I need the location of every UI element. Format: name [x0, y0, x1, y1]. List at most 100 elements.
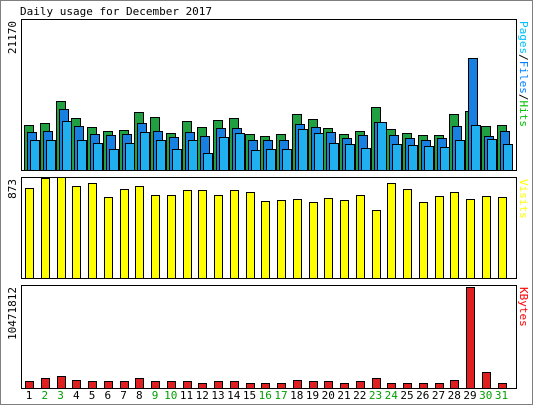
x-tick-label-9: 9	[152, 389, 159, 402]
bar-kbytes-day-19	[309, 381, 318, 389]
legend-kbytes: KBytes	[517, 287, 530, 327]
bar-kbytes-day-2	[41, 378, 50, 389]
x-tick-label-23: 23	[369, 389, 382, 402]
x-tick-label-22: 22	[353, 389, 366, 402]
bar-visits-day-19	[309, 202, 318, 279]
x-tick-label-7: 7	[120, 389, 127, 402]
bar-kbytes-day-27	[435, 383, 444, 389]
x-tick-label-2: 2	[41, 389, 48, 402]
x-tick-label-15: 15	[243, 389, 256, 402]
bar-kbytes-day-7	[120, 381, 129, 389]
bar-kbytes-day-6	[104, 381, 113, 389]
x-tick-label-28: 28	[448, 389, 461, 402]
bar-visits-day-14	[230, 190, 239, 279]
bar-pages-day-11	[188, 140, 198, 171]
bar-pages-day-14	[235, 133, 245, 171]
x-tick-label-4: 4	[73, 389, 80, 402]
bar-visits-day-7	[120, 189, 129, 279]
bar-pages-day-30	[487, 139, 497, 171]
x-tick-label-16: 16	[259, 389, 272, 402]
bar-kbytes-day-3	[57, 376, 66, 389]
bar-visits-day-28	[450, 192, 459, 279]
bar-kbytes-day-9	[151, 381, 160, 389]
legend-pages: Pages	[517, 21, 530, 54]
bar-kbytes-day-12	[198, 383, 207, 389]
kbytes-panel-frame	[21, 285, 517, 389]
kbytes-legend: KBytes	[517, 287, 530, 327]
bar-kbytes-day-17	[277, 383, 286, 389]
bar-pages-day-29	[471, 125, 481, 171]
bar-kbytes-day-1	[25, 381, 34, 389]
usage-panel: 21170 Pages/Files/Hits	[6, 19, 530, 171]
x-axis-labels: 1 2 3 4 5 6 7 8 9 10 11 12 13 14 15 16 17 18 19 20 21 22 23 24 2…	[26, 389, 508, 402]
bar-pages-day-20	[329, 143, 339, 171]
bar-pages-day-13	[219, 137, 229, 171]
x-tick-label-20: 20	[322, 389, 335, 402]
x-tick-label-11: 11	[180, 389, 193, 402]
bar-kbytes-day-15	[246, 383, 255, 389]
bar-visits-day-6	[104, 197, 113, 279]
legend-hits: Hits	[517, 101, 530, 128]
bar-visits-day-1	[25, 188, 34, 279]
bar-visits-day-10	[167, 195, 176, 279]
bar-visits-day-23	[372, 210, 381, 279]
bar-kbytes-day-25	[403, 383, 412, 389]
bar-pages-day-5	[93, 143, 103, 171]
kbytes-panel: 10471812 KBytes	[6, 285, 530, 389]
bar-pages-day-28	[455, 140, 465, 171]
x-tick-label-13: 13	[211, 389, 224, 402]
bar-pages-day-9	[156, 140, 166, 171]
bar-visits-day-31	[498, 197, 507, 279]
bar-visits-day-21	[340, 200, 349, 279]
bar-pages-day-25	[408, 145, 418, 171]
bar-kbytes-day-16	[261, 383, 270, 389]
bar-pages-day-19	[314, 133, 324, 171]
bar-kbytes-day-24	[387, 383, 396, 389]
bar-pages-day-3	[62, 121, 72, 171]
bar-visits-day-8	[135, 186, 144, 279]
x-tick-label-21: 21	[337, 389, 350, 402]
bar-pages-day-18	[298, 129, 308, 171]
bar-visits-day-5	[88, 183, 97, 279]
bar-pages-day-22	[361, 148, 371, 171]
bar-pages-day-7	[125, 143, 135, 171]
bar-pages-day-12	[203, 153, 213, 171]
bar-pages-day-24	[392, 144, 402, 171]
x-tick-label-29: 29	[463, 389, 476, 402]
bar-visits-day-13	[214, 195, 223, 279]
bar-visits-day-2	[41, 178, 50, 279]
bar-visits-day-29	[466, 199, 475, 279]
bar-kbytes-day-11	[183, 381, 192, 389]
bar-visits-day-15	[246, 192, 255, 279]
usage-ymax-label: 21170	[6, 21, 19, 54]
chart-title: Daily usage for December 2017	[20, 5, 212, 18]
x-tick-label-8: 8	[136, 389, 143, 402]
bar-visits-day-18	[293, 199, 302, 279]
bar-pages-day-6	[109, 149, 119, 171]
bar-pages-day-27	[440, 147, 450, 171]
kbytes-ymax-label: 10471812	[6, 287, 19, 340]
usage-legend: Pages/Files/Hits	[517, 21, 530, 127]
bar-pages-day-26	[424, 146, 434, 171]
legend-separator: /	[517, 54, 530, 61]
bar-kbytes-day-5	[88, 381, 97, 389]
x-tick-label-31: 31	[495, 389, 508, 402]
x-tick-label-24: 24	[385, 389, 399, 402]
bar-visits-day-20	[324, 198, 333, 279]
bar-kbytes-day-30	[482, 372, 491, 389]
bar-visits-day-22	[356, 195, 365, 279]
bar-visits-day-26	[419, 202, 428, 279]
bar-kbytes-day-13	[214, 381, 223, 389]
bar-kbytes-day-29	[466, 287, 475, 389]
bar-visits-day-11	[183, 190, 192, 279]
x-tick-label-17: 17	[274, 389, 287, 402]
bar-visits-day-17	[277, 200, 286, 279]
x-tick-label-26: 26	[416, 389, 429, 402]
legend-files: Files	[517, 61, 530, 94]
bar-kbytes-day-21	[340, 383, 349, 389]
x-tick-label-14: 14	[227, 389, 241, 402]
x-tick-label-10: 10	[164, 389, 177, 402]
visits-ymax-label: 873	[6, 179, 19, 199]
